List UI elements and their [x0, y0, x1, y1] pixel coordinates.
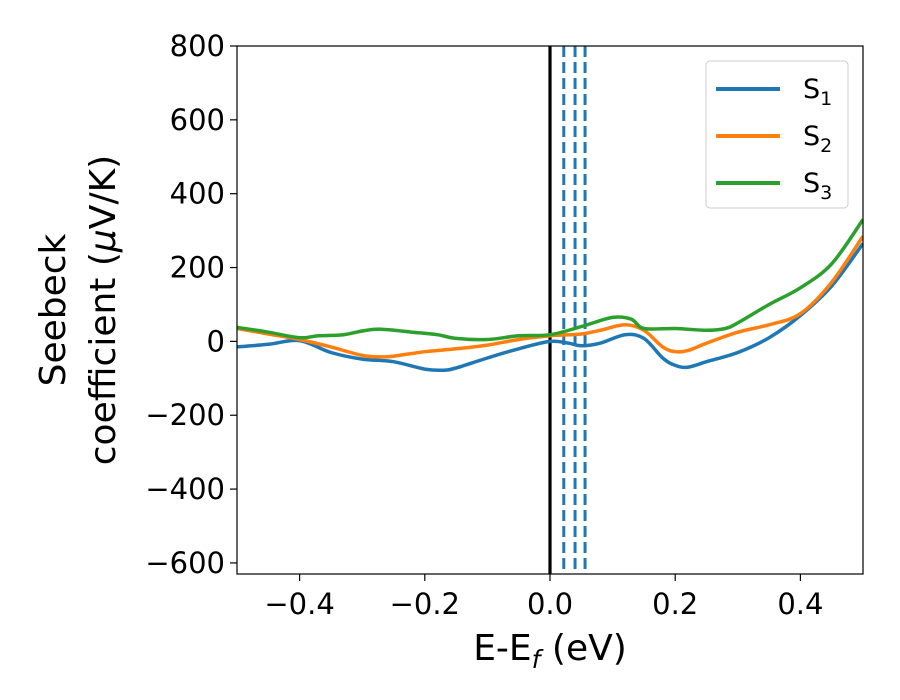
- y-tick-label: −200: [145, 398, 225, 432]
- y-tick-label: 200: [170, 251, 225, 285]
- x-tick-label: 0.0: [527, 587, 573, 621]
- legend-label-s3: S3: [803, 168, 832, 204]
- y-tick-label: −400: [145, 472, 225, 506]
- y-axis-title: Seebeck coefficient (μV/K): [33, 155, 124, 465]
- y-tick-label: 400: [170, 177, 225, 211]
- y-tick-label: 600: [170, 103, 225, 137]
- legend-label-s2: S2: [803, 121, 832, 157]
- x-tick-label: −0.2: [390, 587, 460, 621]
- series-line-s3: [237, 218, 863, 342]
- x-axis-title: E-Ef (eV): [473, 628, 627, 674]
- y-axis-title-line2: coefficient (μV/K): [83, 155, 124, 465]
- y-tick-label: 800: [170, 29, 225, 63]
- x-tick-label: −0.4: [264, 587, 334, 621]
- x-axis-ticks: −0.4 −0.2 0.0 0.2 0.4: [264, 574, 823, 621]
- y-axis-title-line1: Seebeck: [33, 233, 74, 386]
- y-tick-label: 0: [207, 324, 225, 358]
- legend-label-s1: S1: [803, 74, 832, 110]
- y-tick-label: −600: [145, 546, 225, 580]
- x-tick-label: 0.4: [777, 587, 823, 621]
- vertical-reference-lines: [548, 46, 587, 574]
- series-line-s1: [237, 242, 863, 373]
- series-line-s2: [237, 235, 863, 359]
- legend: S1 S2 S3: [705, 60, 849, 209]
- x-tick-label: 0.2: [652, 587, 698, 621]
- series-lines: [237, 218, 863, 373]
- y-axis-ticks: −600 −400 −200 0 200 400 600 800: [145, 29, 237, 580]
